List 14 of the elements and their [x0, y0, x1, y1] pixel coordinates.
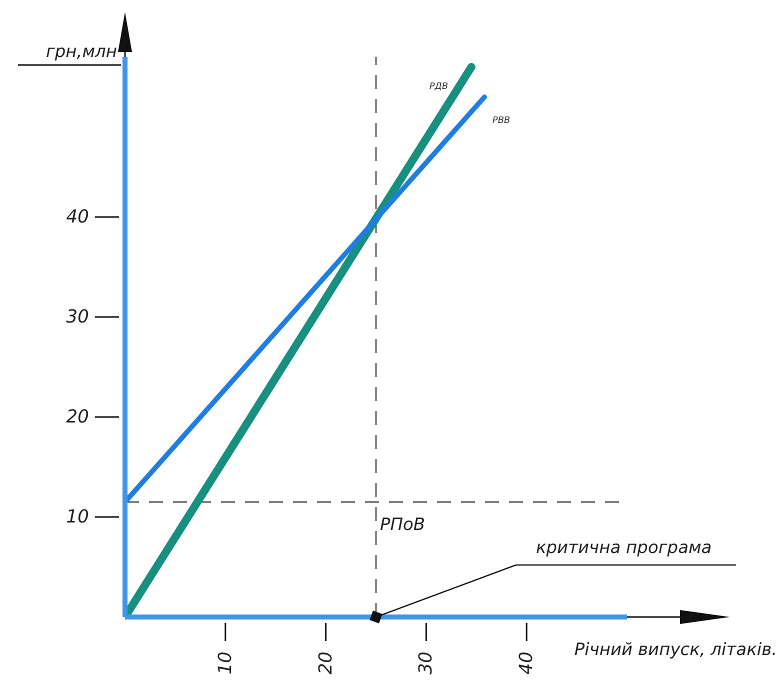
series-label: РДВ [429, 82, 448, 92]
y-tick-label: 20 [66, 406, 89, 428]
y-tick-label: 40 [66, 206, 89, 228]
x-tick-label: 20 [315, 652, 336, 674]
y-tick-label: 10 [66, 506, 89, 528]
x-axis-title: Річний випуск, літаків. [574, 640, 777, 660]
y-axis-title: грн,млн [46, 42, 117, 62]
x-tick-label: 10 [214, 652, 236, 674]
y-tick-label: 30 [66, 306, 89, 328]
annotation: критична програма [536, 538, 712, 558]
x-tick-label: 40 [516, 652, 538, 674]
text: РВВ [492, 116, 510, 126]
ref-line-label: РПоВ [380, 515, 426, 535]
x-tick-label: 30 [416, 652, 437, 674]
